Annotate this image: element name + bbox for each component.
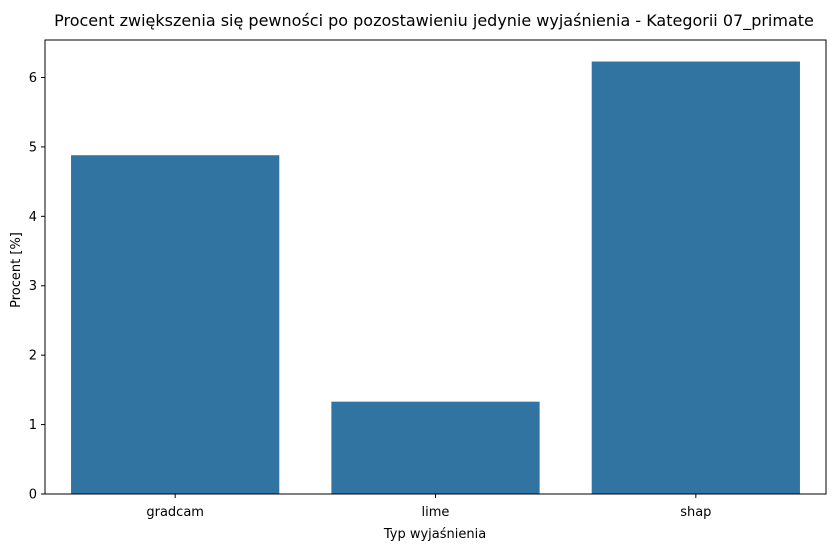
x-tick-label: gradcam	[146, 505, 204, 520]
bar-gradcam	[71, 155, 280, 494]
y-tick-label: 4	[29, 210, 37, 225]
y-tick-label: 6	[29, 71, 37, 86]
y-tick-label: 1	[29, 418, 37, 433]
y-axis-label: Procent [%]	[9, 232, 24, 308]
y-tick-label: 2	[29, 349, 37, 364]
plot-area: 0 1 2 3 4 5 6 gradcam lime shap	[29, 39, 827, 520]
x-tick-label: lime	[422, 505, 450, 520]
plot-frame	[44, 39, 827, 495]
x-tick-label: shap	[680, 505, 711, 520]
bar-lime	[331, 401, 540, 494]
bar-shap	[591, 61, 800, 495]
x-axis-label: Typ wyjaśnienia	[383, 527, 486, 542]
y-tick-label: 5	[29, 140, 37, 155]
y-tick-label: 0	[29, 488, 37, 503]
chart-title: Procent zwiększenia się pewności po pozo…	[54, 11, 814, 31]
y-tick-label: 3	[29, 279, 37, 294]
